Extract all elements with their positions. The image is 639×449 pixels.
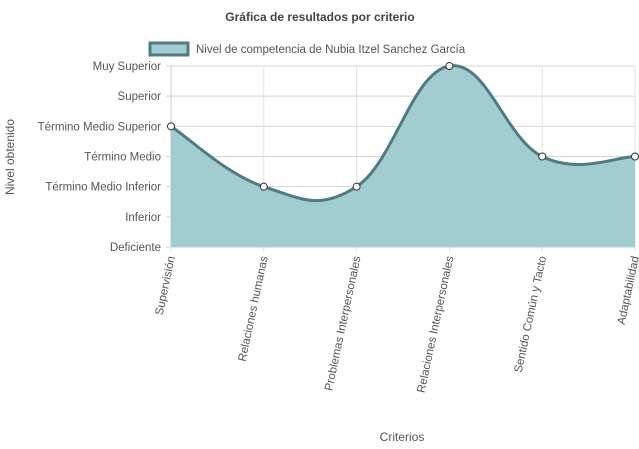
y-tick-label: Deficiente — [110, 242, 161, 254]
data-point[interactable] — [352, 182, 361, 191]
x-tick-label: Supervisión — [154, 255, 178, 316]
y-tick-label: Término Medio Inferior — [45, 182, 161, 194]
y-tick-label: Inferior — [125, 212, 161, 224]
series-area — [171, 65, 635, 248]
data-point[interactable] — [259, 182, 268, 191]
data-point[interactable] — [538, 152, 547, 161]
x-tick-label: Adaptabilidad — [616, 255, 639, 326]
x-tick-label: Sentido Común y Tacto — [513, 255, 549, 374]
y-axis-label: Nivel obtenido — [3, 119, 17, 195]
legend-swatch[interactable] — [148, 41, 190, 57]
y-tick-label: Muy Superior — [93, 61, 162, 73]
legend[interactable]: Nivel de competencia de Nubia Itzel Sanc… — [148, 41, 466, 57]
x-axis-label: Criterios — [380, 430, 425, 444]
y-tick-label: Término Medio Superior — [38, 121, 162, 133]
x-tick-label: Relaciones Interpersonales — [416, 255, 457, 394]
data-point[interactable] — [631, 152, 639, 161]
data-point[interactable] — [445, 62, 454, 70]
x-tick-label: Problemas Interpersonales — [323, 255, 363, 392]
plot-area — [167, 62, 639, 248]
x-axis: Supervisión Relaciones humanas Problemas I… — [154, 255, 639, 394]
y-axis: Deficiente Inferior Término Medio Inferior… — [38, 61, 162, 254]
data-point[interactable] — [167, 122, 175, 131]
chart-title: Gráfica de resultados por criterio — [225, 10, 414, 24]
y-tick-label: Término Medio — [84, 152, 161, 164]
legend-label[interactable]: Nivel de competencia de Nubia Itzel Sanc… — [196, 44, 466, 56]
x-tick-label: Relaciones humanas — [237, 255, 271, 363]
y-tick-label: Superior — [118, 91, 162, 103]
